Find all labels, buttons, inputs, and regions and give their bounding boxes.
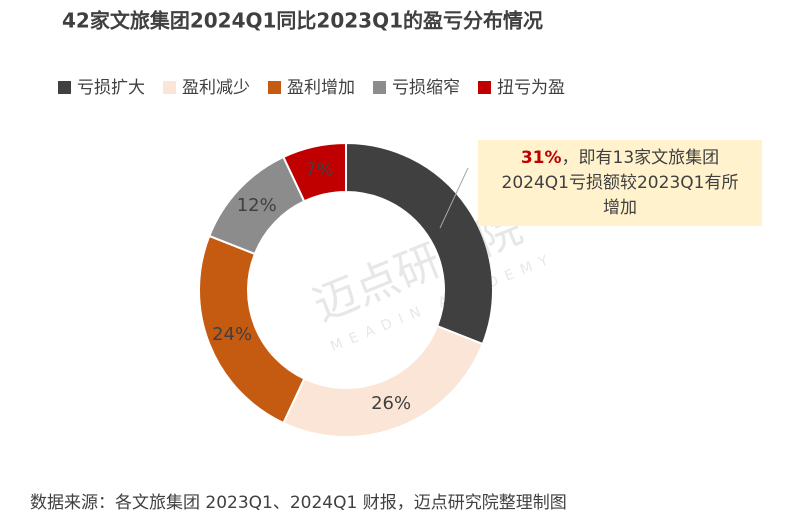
annotation-value: 31% xyxy=(521,148,562,168)
annotation-line: 增加 xyxy=(603,198,637,218)
annotation-leader xyxy=(439,167,469,229)
annotation-text: 31%，即有13家文旅集团 xyxy=(521,148,719,168)
legend-label: 盈利减少 xyxy=(182,78,250,98)
legend-label: 扭亏为盈 xyxy=(497,78,565,98)
data-label: 26% xyxy=(371,393,411,414)
legend-swatch xyxy=(58,81,71,94)
legend-swatch xyxy=(268,81,281,94)
donut-segment xyxy=(282,141,347,203)
legend: 亏损扩大 盈利减少 盈利增加 亏损缩窄 扭亏为盈 xyxy=(58,78,565,98)
chart-title: 42家文旅集团2024Q1同比2023Q1的盈亏分布情况 xyxy=(62,9,543,33)
data-label: 12% xyxy=(237,195,277,216)
annotation-box xyxy=(478,140,762,226)
donut: 26% 24% 12% 7% xyxy=(198,141,494,438)
legend-swatch xyxy=(478,81,491,94)
legend-swatch xyxy=(373,81,386,94)
legend-label: 亏损扩大 xyxy=(77,78,145,98)
source-note: 数据来源：各文旅集团 2023Q1、2024Q1 财报，迈点研究院整理制图 xyxy=(30,493,567,513)
data-label: 24% xyxy=(212,324,252,345)
legend-swatch xyxy=(163,81,176,94)
data-label: 7% xyxy=(305,159,334,180)
annotation-line: 2024Q1亏损额较2023Q1有所 xyxy=(502,173,739,193)
annotation-line: ，即有13家文旅集团 xyxy=(562,148,720,168)
donut-segment xyxy=(282,324,484,438)
legend-label: 亏损缩窄 xyxy=(392,78,460,98)
legend-label: 盈利增加 xyxy=(287,78,355,98)
